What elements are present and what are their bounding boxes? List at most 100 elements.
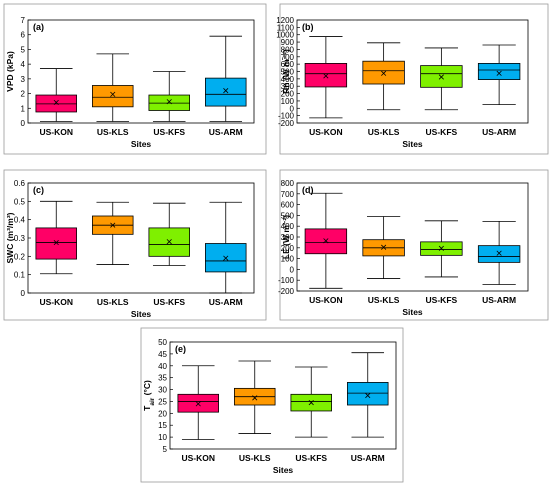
box-us-arm <box>205 35 247 122</box>
y-tick-label: 200 <box>281 90 295 99</box>
y-tick-label: 700 <box>281 53 295 62</box>
x-category-label: US-KLS <box>368 127 400 137</box>
box-us-kon <box>304 192 348 289</box>
plot-area <box>169 341 397 450</box>
x-axis-label: Sites <box>131 139 152 149</box>
iqr-box <box>177 393 219 413</box>
y-tick-label: 600 <box>281 201 295 210</box>
panel-label: (e) <box>175 344 186 354</box>
iqr-box <box>477 63 521 80</box>
mean-marker <box>308 400 314 406</box>
box-us-arm <box>347 352 389 438</box>
mean-marker <box>438 74 444 80</box>
mean-marker <box>195 401 201 407</box>
box-us-kfs <box>148 202 190 266</box>
y-tick-label: 0 <box>21 289 26 298</box>
mean-marker <box>323 238 329 244</box>
mean-marker <box>110 222 116 228</box>
y-tick-label: 300 <box>281 233 295 242</box>
y-tick-label: 15 <box>158 421 167 430</box>
mean-marker <box>381 70 387 76</box>
box-us-kfs <box>420 47 463 111</box>
y-tick-label: 50 <box>158 338 167 347</box>
box-us-arm <box>477 220 521 285</box>
panel-label: (a) <box>33 22 44 32</box>
x-category-label: US-KFS <box>426 127 458 137</box>
y-tick-label: 0.5 <box>14 197 26 206</box>
panel-label: (b) <box>302 22 314 32</box>
y-axis-label: SWC (m³/m³) <box>5 212 15 263</box>
y-tick-label: 1100 <box>277 23 295 32</box>
y-tick-label: 10 <box>158 433 167 442</box>
mean-marker <box>223 88 229 94</box>
y-tick-label: 0 <box>290 265 295 274</box>
box-us-arm <box>205 201 247 294</box>
mean-marker <box>166 99 172 105</box>
y-tick-label: 25 <box>158 397 167 406</box>
y-tick-label: 0.1 <box>14 271 26 280</box>
panel-b: -200-10001002003004005006007008009001000… <box>276 3 549 155</box>
x-category-label: US-ARM <box>351 453 385 463</box>
box-us-kon <box>35 200 77 275</box>
iqr-box <box>205 77 247 107</box>
x-category-label: US-ARM <box>209 127 243 137</box>
box-us-kls <box>362 42 405 111</box>
y-tick-label: 0 <box>21 119 26 128</box>
x-axis-label: Sites <box>402 139 423 149</box>
y-tick-label: 0.6 <box>14 179 26 188</box>
y-tick-label: 200 <box>281 244 295 253</box>
x-category-label: US-ARM <box>209 297 243 307</box>
y-tick-label: 600 <box>281 60 295 69</box>
x-axis-label: Sites <box>273 465 294 475</box>
iqr-box <box>477 245 521 263</box>
box-us-kls <box>92 53 134 122</box>
x-axis-label: Sites <box>131 309 152 319</box>
y-tick-label: 0.3 <box>14 234 26 243</box>
box-us-kls <box>234 360 276 434</box>
iqr-box <box>347 382 389 406</box>
y-tick-label: 6 <box>21 31 26 40</box>
y-tick-label: -200 <box>278 287 295 296</box>
y-tick-label: 40 <box>158 362 167 371</box>
y-tick-label: 35 <box>158 374 167 383</box>
y-axis-label: LE (W m⁻²) <box>281 215 291 259</box>
y-tick-label: 4 <box>21 60 26 69</box>
y-tick-label: 0.2 <box>14 252 26 261</box>
x-category-label: US-KON <box>309 295 343 305</box>
mean-marker <box>381 244 387 250</box>
mean-marker <box>365 392 371 399</box>
box-us-kon <box>35 68 77 122</box>
mean-marker <box>496 70 502 76</box>
y-tick-label: 2 <box>21 90 26 99</box>
panel-label: (d) <box>302 185 314 195</box>
y-tick-label: 800 <box>281 179 295 188</box>
mean-marker <box>252 395 258 401</box>
y-tick-label: 100 <box>281 255 295 264</box>
box-us-kon <box>304 36 348 119</box>
y-tick-label: 100 <box>281 97 295 106</box>
y-tick-label: 800 <box>281 45 295 54</box>
box-us-kfs <box>420 220 463 278</box>
mean-marker <box>53 240 59 246</box>
x-category-label: US-KON <box>39 127 73 137</box>
y-tick-label: 0.4 <box>14 216 26 225</box>
box-us-kfs <box>148 71 190 122</box>
mean-marker <box>223 255 229 261</box>
x-category-label: US-ARM <box>482 295 516 305</box>
y-tick-label: 400 <box>281 222 295 231</box>
y-tick-label: 20 <box>158 409 167 418</box>
box-us-kls <box>362 216 405 279</box>
x-category-label: US-KFS <box>153 127 185 137</box>
x-category-label: US-ARM <box>482 127 516 137</box>
iqr-box <box>35 227 77 260</box>
mean-marker <box>323 73 329 79</box>
panel-label: (c) <box>33 185 44 195</box>
mean-marker <box>166 239 172 245</box>
mean-marker <box>53 99 59 105</box>
y-tick-label: 900 <box>281 38 295 47</box>
box-us-arm <box>477 44 521 106</box>
y-tick-label: 500 <box>281 68 295 77</box>
y-axis-label: Rn (W m⁻²) <box>281 49 291 94</box>
iqr-box <box>92 85 134 108</box>
